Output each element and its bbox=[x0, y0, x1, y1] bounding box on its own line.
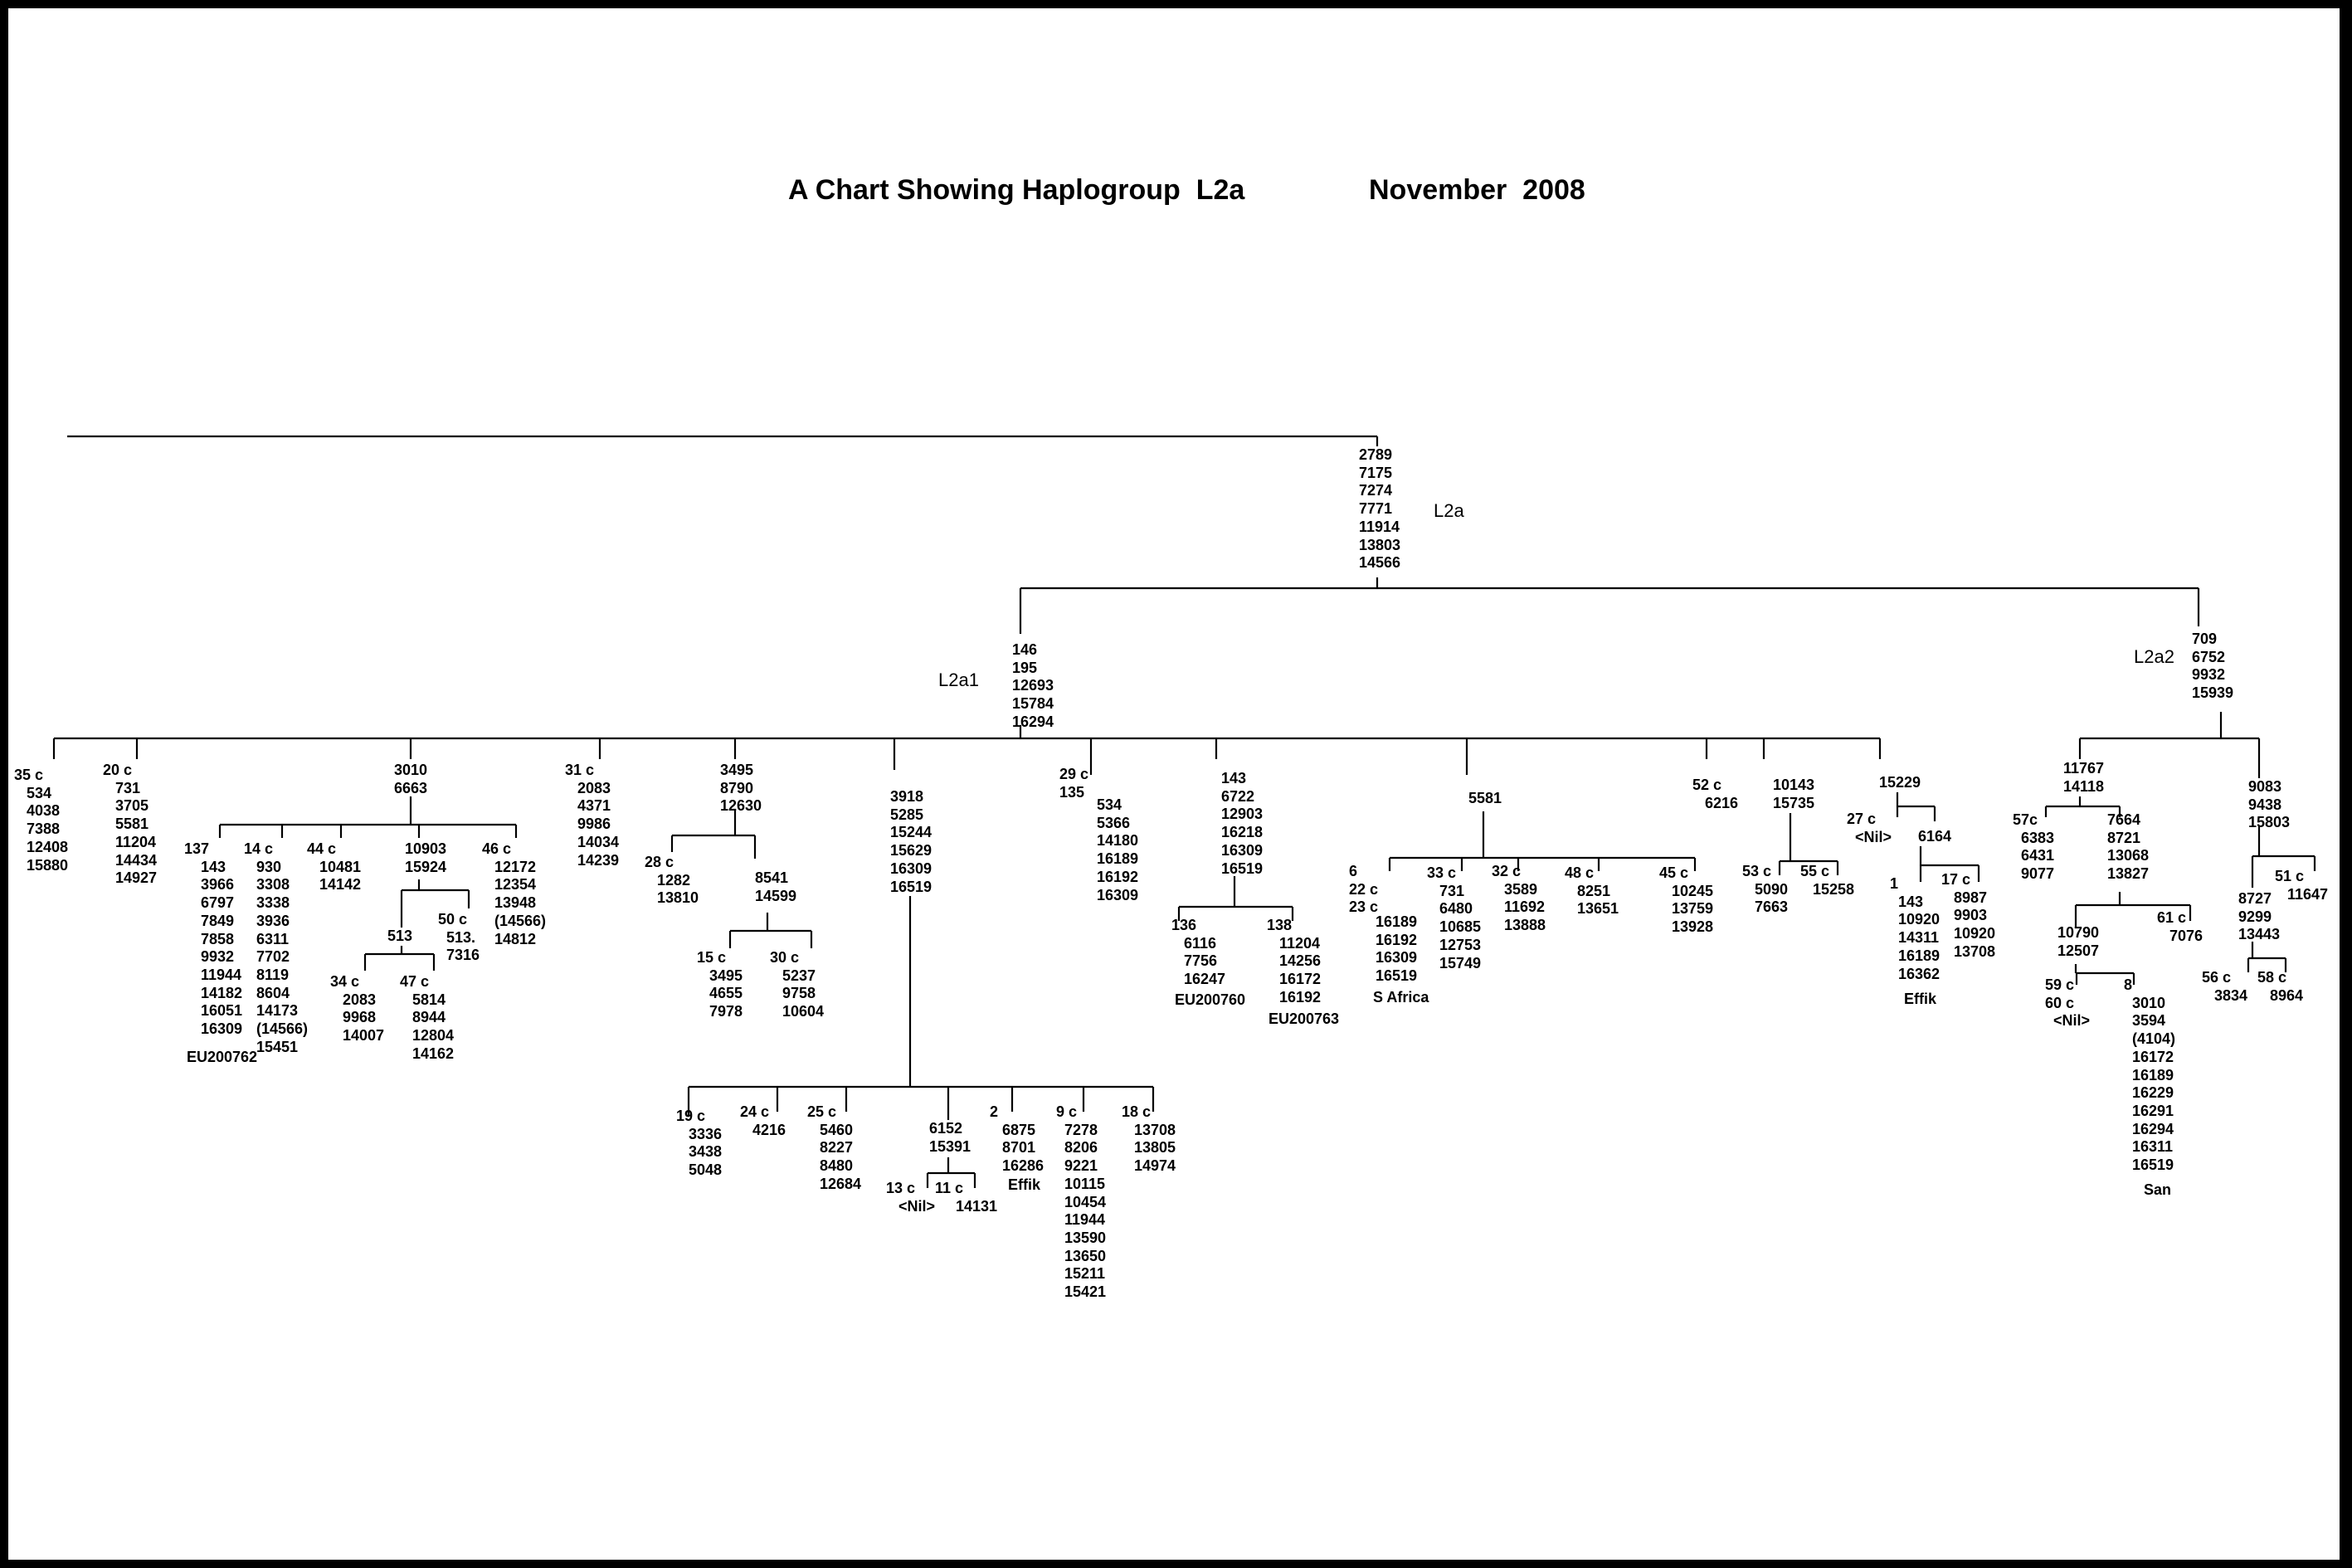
node-143: 143 6722 12903 16218 16309 16519 bbox=[1221, 770, 1264, 877]
node-137: 137 143 3966 6797 7849 7858 9932 11944 1… bbox=[184, 840, 243, 1038]
node-61c: 61 c 7076 bbox=[2157, 909, 2203, 944]
node-7664: 7664 8721 13068 13827 bbox=[2107, 811, 2150, 883]
node-33c: 33 c 731 6480 10685 12753 15749 bbox=[1427, 864, 1482, 971]
tree-lines bbox=[52, 435, 2316, 1188]
node-3010: 3010 6663 bbox=[394, 762, 428, 796]
node-51c: 51 c 11647 bbox=[2275, 868, 2329, 903]
node-l2a2-root: 709 6752 9932 15939 bbox=[2192, 631, 2234, 702]
haplogroup-l2a2-label: L2a2 bbox=[2134, 646, 2174, 667]
node-513: 513 bbox=[387, 928, 413, 944]
node-11c: 11 c 14131 bbox=[935, 1180, 998, 1215]
node-13c: 13 c <Nil> bbox=[886, 1180, 936, 1215]
node-6-list: 16189 16192 16309 16519 bbox=[1376, 913, 1418, 985]
node-31c: 31 c 2083 4371 9986 14034 14239 bbox=[565, 762, 620, 869]
node-52c: 52 c 6216 bbox=[1692, 777, 1739, 811]
node-9c: 9 c 7278 8206 9221 10115 10454 11944 135… bbox=[1056, 1103, 1107, 1301]
node-59c-60c: 59 c 60 c <Nil> bbox=[2045, 976, 2091, 1030]
node-58c: 58 c 8964 bbox=[2257, 969, 2304, 1004]
node-14c: 14 c 930 3308 3338 3936 6311 7702 8119 8… bbox=[244, 840, 309, 1055]
chart-sheet: A Chart Showing Haplogroup L2a November … bbox=[8, 8, 2340, 1560]
chart-date: November 2008 bbox=[1369, 174, 1585, 206]
node-3495: 3495 8790 12630 bbox=[720, 762, 762, 815]
node-15229: 15229 bbox=[1879, 774, 1921, 791]
node-18c: 18 c 13708 13805 14974 bbox=[1122, 1103, 1176, 1175]
node-6152: 6152 15391 bbox=[929, 1120, 971, 1155]
node-6-22c-23c: 6 22 c 23 c bbox=[1349, 863, 1379, 916]
node-5581: 5581 bbox=[1468, 790, 1502, 806]
node-1: 1 143 10920 14311 16189 16362 bbox=[1890, 875, 1941, 982]
node-136-name: EU200760 bbox=[1175, 991, 1246, 1008]
node-8541: 8541 14599 bbox=[755, 869, 797, 904]
node-34c: 34 c 2083 9968 14007 bbox=[330, 973, 385, 1045]
node-138-name: EU200763 bbox=[1269, 1010, 1340, 1027]
node-50c: 50 c 513. 7316 bbox=[438, 911, 480, 964]
node-57c: 57c 6383 6431 9077 bbox=[2013, 811, 2055, 883]
node-35c: 35 c 534 4038 7388 12408 15880 bbox=[14, 767, 69, 874]
node-8727: 8727 9299 13443 bbox=[2238, 890, 2281, 943]
node-45c: 45 c 10245 13759 13928 bbox=[1659, 864, 1714, 936]
node-24c: 24 c 4216 bbox=[740, 1103, 786, 1138]
node-56c: 56 c 3834 bbox=[2202, 969, 2248, 1004]
node-47c: 47 c 5814 8944 12804 14162 bbox=[400, 973, 455, 1062]
node-20c: 20 c 731 3705 5581 11204 14434 14927 bbox=[103, 762, 158, 887]
node-2-name: Effik bbox=[1008, 1176, 1041, 1193]
node-l2a-root: 2789 7175 7274 7771 11914 13803 14566 bbox=[1359, 446, 1401, 572]
node-17c: 17 c 8987 9903 10920 13708 bbox=[1941, 871, 1996, 960]
node-l2a1-root: 146 195 12693 15784 16294 bbox=[1012, 641, 1054, 730]
node-44c: 44 c 10481 14142 bbox=[307, 840, 362, 894]
node-8: 8 3010 3594 (4104) 16172 16189 16229 162… bbox=[2124, 976, 2176, 1174]
node-29c-list: 534 5366 14180 16189 16192 16309 bbox=[1097, 796, 1139, 903]
node-138: 138 11204 14256 16172 16192 bbox=[1267, 917, 1322, 1006]
node-55c: 55 c 15258 bbox=[1800, 863, 1855, 898]
node-10790: 10790 12507 bbox=[2057, 924, 2100, 959]
haplogroup-l2a1-label: L2a1 bbox=[938, 670, 979, 690]
node-6164: 6164 bbox=[1918, 828, 1952, 845]
node-25c: 25 c 5460 8227 8480 12684 bbox=[807, 1103, 862, 1192]
chart-title: A Chart Showing Haplogroup L2a bbox=[788, 174, 1245, 206]
node-15c: 15 c 3495 4655 7978 bbox=[697, 949, 743, 1020]
node-29c: 29 c 135 bbox=[1059, 766, 1089, 801]
node-11767: 11767 14118 bbox=[2063, 760, 2105, 795]
node-32c: 32 c 3589 11692 13888 bbox=[1492, 863, 1546, 934]
node-27c: 27 c <Nil> bbox=[1847, 811, 1892, 845]
node-8-name: San bbox=[2144, 1181, 2172, 1198]
node-3918: 3918 5285 15244 15629 16309 16519 bbox=[890, 788, 933, 895]
node-28c: 28 c 1282 13810 bbox=[645, 854, 699, 907]
node-30c: 30 c 5237 9758 10604 bbox=[770, 949, 825, 1020]
node-6-name: S Africa bbox=[1373, 989, 1429, 1006]
node-2: 2 6875 8701 16286 bbox=[990, 1103, 1045, 1175]
node-53c: 53 c 5090 7663 bbox=[1742, 863, 1789, 916]
node-137-name: EU200762 bbox=[187, 1049, 258, 1065]
node-10903: 10903 15924 bbox=[405, 840, 447, 875]
haplogroup-l2a-label: L2a bbox=[1434, 500, 1464, 521]
node-10143: 10143 15735 bbox=[1773, 777, 1815, 811]
node-136: 136 6116 7756 16247 bbox=[1171, 917, 1226, 988]
node-46c: 46 c 12172 12354 13948 (14566) 14812 bbox=[482, 840, 547, 947]
node-9083: 9083 9438 15803 bbox=[2248, 778, 2291, 831]
node-19c: 19 c 3336 3438 5048 bbox=[676, 1108, 723, 1179]
node-48c: 48 c 8251 13651 bbox=[1565, 864, 1619, 918]
node-1-name: Effik bbox=[1904, 991, 1937, 1007]
